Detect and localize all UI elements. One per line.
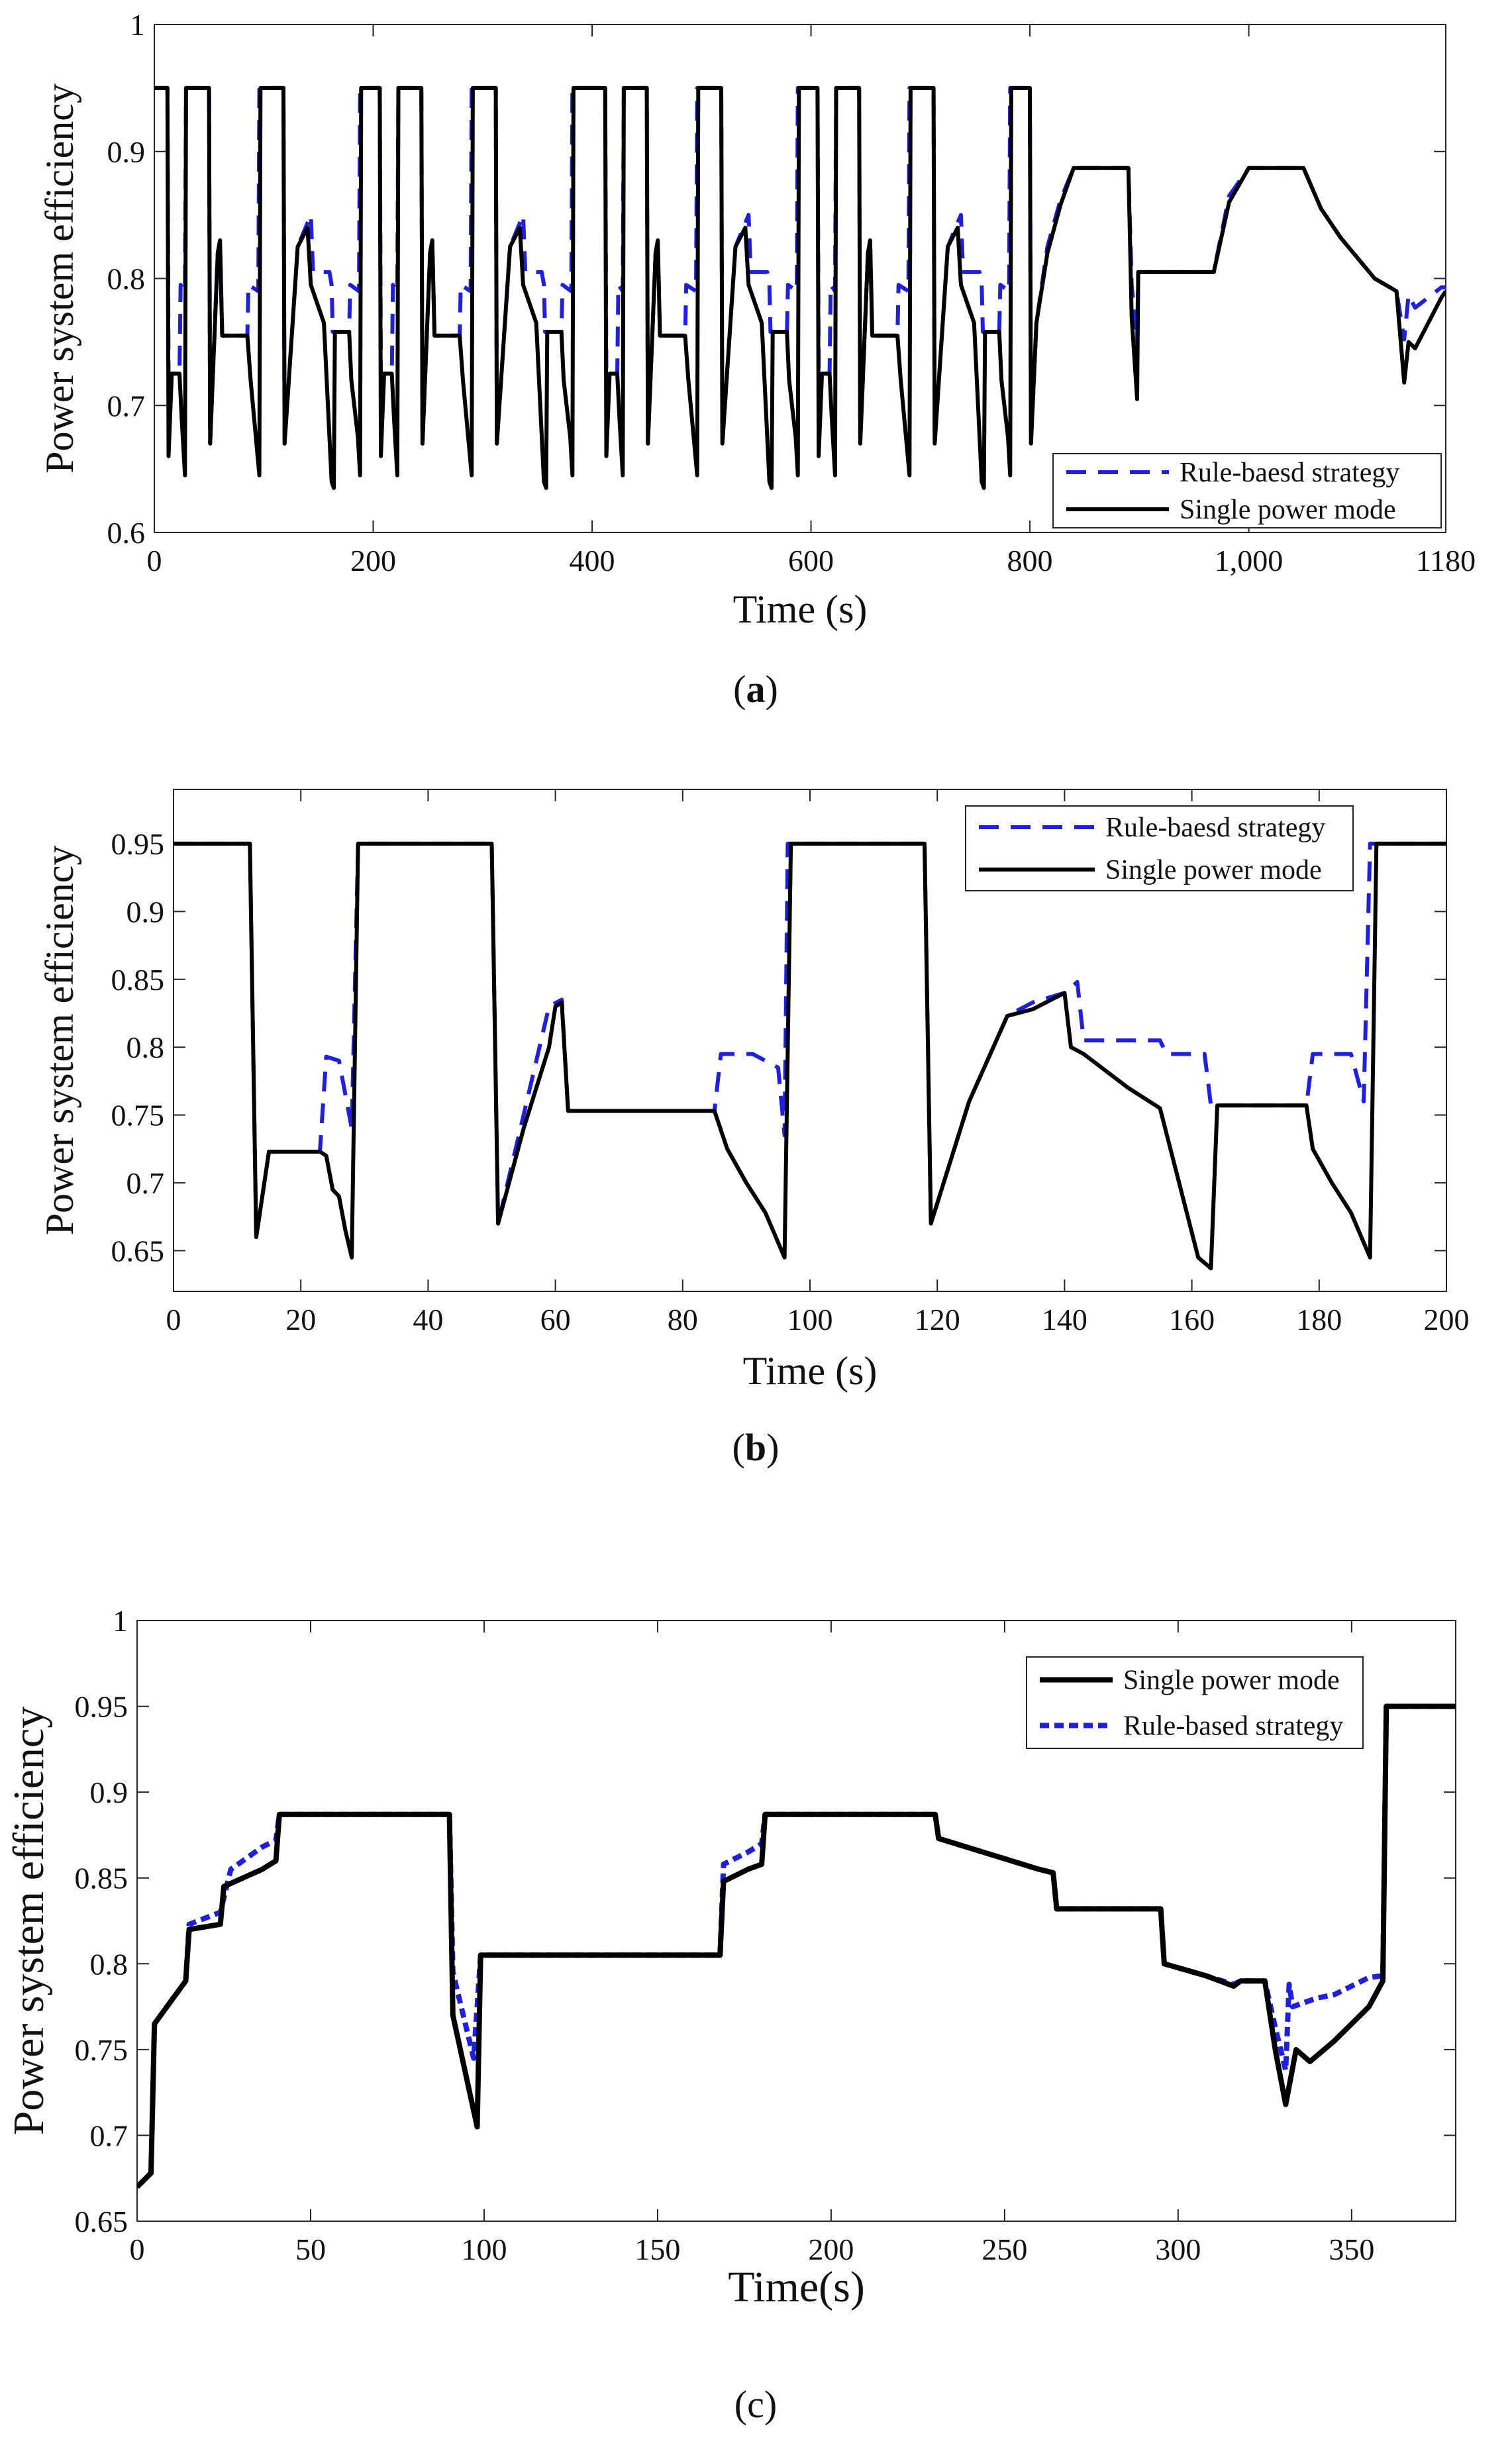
chart-a-y-axis-label: Power system efficiency xyxy=(38,83,81,474)
chart-b-y-tick-label: 0.85 xyxy=(111,963,165,997)
chart-b-y-tick-label: 0.8 xyxy=(126,1030,165,1064)
chart-b-x-tick-label: 200 xyxy=(1424,1303,1470,1336)
panel-label-a: (a) xyxy=(733,668,778,711)
chart-c-series-solid-line xyxy=(137,1703,1456,2189)
panel-label-c-letter: c xyxy=(747,2383,764,2426)
chart-b-series-group xyxy=(174,841,1446,1271)
chart-b-y-tick-label: 0.65 xyxy=(111,1234,165,1268)
panel-label-c: (c) xyxy=(734,2383,777,2426)
chart-c-y-tick-label: 0.95 xyxy=(75,1690,128,1724)
chart-a-legend-box xyxy=(1052,453,1442,528)
chart-c-y-tick-label: 0.9 xyxy=(90,1776,128,1809)
chart-b-x-tick-label: 140 xyxy=(1042,1303,1087,1336)
chart-b-legend-label: Single power mode xyxy=(1105,855,1322,885)
chart-panel-b: (b) 0 20 40 60 80 100 120 140 160 180 200 0.65 0.7 0.… xyxy=(38,789,1470,1469)
chart-c-x-tick-label: 50 xyxy=(295,2232,326,2266)
chart-a-x-tick-label: 1180 xyxy=(1416,544,1476,577)
chart-a-y-tick-label: 0.6 xyxy=(107,516,146,550)
chart-c-series-dashed-line xyxy=(137,1703,1456,2189)
chart-c-x-tick-label: 0 xyxy=(130,2232,145,2266)
chart-c-legend-box xyxy=(1026,1656,1364,1749)
chart-b-x-axis-label: Time (s) xyxy=(743,1349,878,1393)
chart-c-x-tick-label: 250 xyxy=(982,2232,1027,2266)
chart-b-x-tick-label: 20 xyxy=(285,1303,316,1336)
chart-a-y-tick-label: 1 xyxy=(130,8,145,42)
chart-c-series-group xyxy=(137,1703,1456,2189)
chart-a-x-tick-label: 200 xyxy=(350,544,396,577)
chart-b-legend-label: Rule-baesd strategy xyxy=(1105,813,1325,843)
chart-a-x-tick-label: 1,000 xyxy=(1215,544,1284,577)
chart-c-x-tick-label: 350 xyxy=(1329,2232,1374,2266)
chart-a-legend-label: Single power mode xyxy=(1180,495,1396,525)
chart-a-series-solid-line xyxy=(154,85,1446,490)
chart-b-y-tick-label: 0.7 xyxy=(126,1166,165,1200)
chart-a-legend: Rule-baesd strategy Single power mode xyxy=(1052,453,1442,528)
chart-a-x-tick-label: 0 xyxy=(147,544,162,577)
chart-c-x-tick-label: 150 xyxy=(634,2232,680,2266)
chart-a-y-tick-label: 0.7 xyxy=(107,389,146,423)
chart-a-y-tick-label: 0.9 xyxy=(107,135,146,169)
chart-c-x-tick-label: 200 xyxy=(808,2232,854,2266)
chart-panel-a: (a) 0 200 400 600 800 1,000 1180 0.6 0.7 0.8 0.9 1 T… xyxy=(38,8,1476,711)
chart-b-y-tick-label: 0.9 xyxy=(126,895,165,928)
chart-c-x-tick-label: 300 xyxy=(1155,2232,1201,2266)
panel-label-a-letter: a xyxy=(746,668,766,711)
chart-c-legend-label: Single power mode xyxy=(1123,1666,1340,1696)
chart-c-y-axis-label: Power system efficiency xyxy=(5,1707,53,2136)
chart-c-y-tick-label: 0.7 xyxy=(90,2119,128,2152)
chart-a-y-tick-label: 0.8 xyxy=(107,262,146,296)
chart-b-x-tick-label: 100 xyxy=(787,1303,833,1336)
chart-b-x-tick-label: 60 xyxy=(540,1303,571,1336)
chart-a-x-tick-label: 800 xyxy=(1007,544,1053,577)
chart-c-x-axis-label: Time(s) xyxy=(728,2263,865,2311)
chart-c-legend: Single power mode Rule-based strategy xyxy=(1026,1656,1364,1749)
chart-a-x-axis-label: Time (s) xyxy=(733,587,868,631)
chart-b-x-tick-label: 80 xyxy=(668,1303,698,1336)
panel-label-b: (b) xyxy=(732,1426,780,1469)
chart-b-series-solid-line xyxy=(174,841,1446,1271)
chart-b-x-tick-label: 40 xyxy=(413,1303,443,1336)
panel-label-b-letter: b xyxy=(745,1426,766,1469)
chart-c-x-tick-label: 100 xyxy=(461,2232,507,2266)
chart-c-legend-label: Rule-based strategy xyxy=(1123,1711,1343,1742)
chart-b-x-tick-label: 0 xyxy=(166,1303,181,1336)
chart-c-y-tick-label: 0.85 xyxy=(75,1862,128,1895)
chart-b-x-tick-label: 180 xyxy=(1296,1303,1342,1336)
chart-c-y-tick-label: 0.8 xyxy=(90,1947,128,1981)
chart-c-y-tick-label: 0.75 xyxy=(75,2033,128,2067)
chart-b-y-axis-label: Power system efficiency xyxy=(38,846,81,1236)
chart-a-legend-label: Rule-baesd strategy xyxy=(1180,458,1399,488)
chart-b-legend-box xyxy=(965,805,1354,891)
chart-a-x-tick-label: 600 xyxy=(788,544,834,577)
chart-b-y-tick-label: 0.75 xyxy=(111,1099,165,1132)
chart-panel-c: (c) 0 50 100 150 200 250 300 350 0.65 0.7 0.75 0.8 0… xyxy=(5,1604,1456,2426)
chart-b-legend: Rule-baesd strategy Single power mode xyxy=(965,805,1354,891)
chart-c-y-tick-label: 1 xyxy=(113,1604,128,1638)
chart-c-y-tick-label: 0.65 xyxy=(75,2205,128,2238)
chart-a-series-group xyxy=(154,85,1446,490)
chart-a-x-tick-label: 400 xyxy=(570,544,615,577)
chart-b-y-tick-label: 0.95 xyxy=(111,827,165,861)
chart-b-x-tick-label: 120 xyxy=(915,1303,960,1336)
chart-b-x-tick-label: 160 xyxy=(1169,1303,1215,1336)
